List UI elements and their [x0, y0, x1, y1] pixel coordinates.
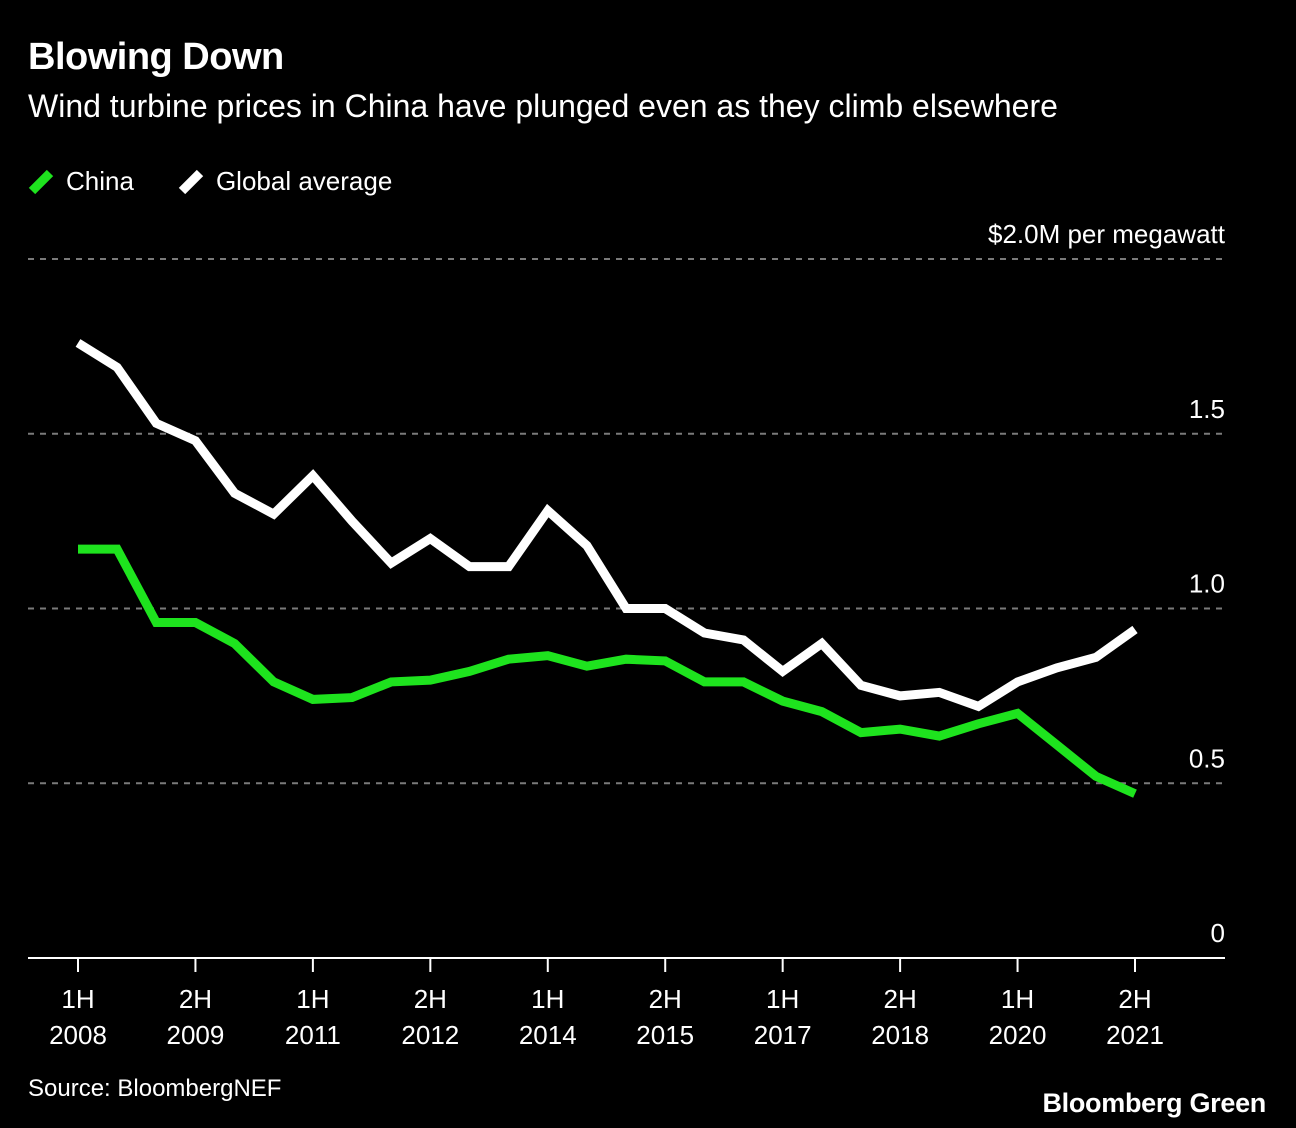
y-tick-label: 1.0: [1189, 569, 1225, 599]
x-tick-label: 2018: [871, 1020, 929, 1050]
y-tick-label: 1.5: [1189, 394, 1225, 424]
legend-label-china: China: [66, 166, 134, 196]
x-tick-label: 1H: [766, 984, 799, 1014]
legend-item-global-average: Global average: [178, 166, 392, 197]
x-tick-label: 2H: [649, 984, 682, 1014]
chart-subtitle: Wind turbine prices in China have plunge…: [28, 88, 1058, 124]
x-tick-label: 2015: [636, 1020, 694, 1050]
y-tick-label: 0: [1211, 918, 1225, 948]
source-note: Source: BloombergNEF: [28, 1075, 282, 1102]
legend-swatch-china: [28, 169, 54, 194]
series-line-global-average: [75, 339, 1138, 712]
x-tick-label: 2H: [414, 984, 447, 1014]
legend: China Global average: [28, 166, 436, 197]
legend-label-global-average: Global average: [215, 166, 393, 196]
x-tick-label: 1H: [296, 984, 329, 1014]
brand-logo: Bloomberg Green: [1042, 1088, 1266, 1118]
x-tick-label: 2011: [285, 1020, 341, 1050]
x-tick-label: 1H: [61, 984, 94, 1014]
x-tick-label: 1H: [531, 984, 564, 1014]
x-tick-label: 1H: [1001, 984, 1034, 1014]
series-line-china: [78, 544, 1137, 798]
x-tick-label: 2012: [401, 1020, 459, 1050]
x-tick-label: 2008: [49, 1020, 107, 1050]
legend-swatch-global-average: [178, 169, 204, 194]
y-tick-label: $2.0M per megawatt: [988, 219, 1226, 249]
x-tick-label: 2020: [989, 1020, 1047, 1050]
x-tick-label: 2017: [754, 1020, 812, 1050]
x-tick-label: 2014: [519, 1020, 577, 1050]
y-tick-label: 0.5: [1189, 743, 1225, 773]
x-tick-label: 2H: [883, 984, 916, 1014]
x-tick-label: 2H: [179, 984, 212, 1014]
x-tick-label: 2021: [1106, 1020, 1164, 1050]
chart-title: Blowing Down: [28, 36, 284, 78]
x-tick-label: 2H: [1118, 984, 1151, 1014]
legend-item-china: China: [28, 166, 134, 197]
x-tick-label: 2009: [167, 1020, 225, 1050]
